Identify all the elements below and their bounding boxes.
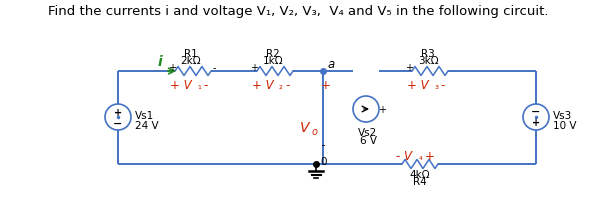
- Text: ₁: ₁: [197, 81, 201, 91]
- Text: +: +: [321, 79, 331, 92]
- Text: +: +: [250, 63, 258, 73]
- Text: -: -: [204, 79, 208, 92]
- Text: o: o: [312, 127, 318, 137]
- Text: 24 V: 24 V: [135, 120, 159, 130]
- Text: R1: R1: [184, 49, 198, 59]
- Text: 10 V: 10 V: [553, 120, 577, 130]
- Text: +: +: [405, 63, 413, 73]
- Text: - V: - V: [396, 150, 412, 163]
- Text: ₃: ₃: [434, 81, 438, 91]
- Text: R2: R2: [266, 49, 280, 59]
- Text: 1kΩ: 1kΩ: [263, 56, 284, 66]
- Text: -: -: [441, 79, 445, 92]
- Text: ₄: ₄: [419, 151, 423, 161]
- Text: +: +: [378, 104, 386, 114]
- Text: +: +: [168, 63, 176, 73]
- Text: 6 V: 6 V: [359, 135, 377, 145]
- Text: Vs3: Vs3: [553, 110, 573, 120]
- Text: + V: + V: [170, 79, 192, 92]
- Text: −: −: [113, 118, 123, 128]
- Text: R4: R4: [413, 176, 427, 186]
- Text: Vs2: Vs2: [358, 127, 378, 137]
- Text: ¯
0: ¯ 0: [321, 144, 327, 166]
- Text: + V: + V: [407, 79, 429, 92]
- Text: Find the currents i and voltage V₁, V₂, V₃,  V₄ and V₅ in the following circuit.: Find the currents i and voltage V₁, V₂, …: [48, 4, 548, 17]
- Text: a: a: [328, 57, 336, 70]
- Text: −: −: [531, 106, 541, 116]
- Text: -: -: [286, 79, 290, 92]
- Text: +: +: [425, 150, 435, 163]
- Text: 4kΩ: 4kΩ: [410, 169, 430, 179]
- Text: +: +: [114, 107, 122, 117]
- Text: + V: + V: [252, 79, 274, 92]
- Text: V: V: [300, 121, 310, 135]
- Text: -: -: [213, 63, 216, 73]
- Text: R3: R3: [421, 49, 435, 59]
- Text: +: +: [532, 117, 540, 127]
- Text: i: i: [158, 55, 162, 69]
- Text: ₂: ₂: [279, 81, 283, 91]
- Text: Vs1: Vs1: [135, 110, 154, 120]
- Text: 2kΩ: 2kΩ: [181, 56, 201, 66]
- Text: 3kΩ: 3kΩ: [418, 56, 438, 66]
